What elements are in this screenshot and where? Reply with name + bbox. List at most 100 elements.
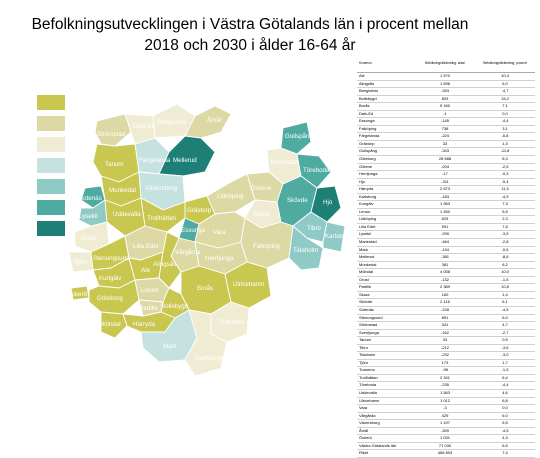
- cell-antal: 891: [441, 314, 449, 320]
- cell-kommun: Västra Götalands län: [359, 442, 397, 448]
- map-label-falkoping: Falköping: [253, 243, 280, 250]
- map-label-munkedal: Munkedal: [109, 187, 136, 194]
- cell-kommun: Göteborg: [359, 156, 376, 162]
- map-label-mellerud: Mellerud: [173, 157, 197, 164]
- table-row: Tidaholm -232 -3,0: [357, 352, 535, 360]
- cell-kommun: Svenljunga: [359, 329, 379, 335]
- cell-procent: 7,3: [502, 201, 508, 207]
- municipality-toreboda[interactable]: [296, 153, 332, 189]
- table-row: Alingsås 1 596 6,0: [357, 81, 535, 89]
- cell-procent: 7,1: [502, 103, 508, 109]
- map-label-mark: Mark: [163, 343, 178, 350]
- map-label-grastorp: Grästorp: [187, 207, 212, 214]
- map-label-lidkoping: Lidköping: [217, 193, 244, 200]
- table-row: Skara 160 1,4: [357, 292, 535, 300]
- map-label-tanum: Tanum: [105, 161, 124, 168]
- map-label-svenljunga: Svenljunga: [195, 355, 226, 362]
- table-row: Mariestad -464 -2,8: [357, 239, 535, 247]
- municipality-map: Strömstad Dals-Ed Bengtsfors Åmål Gullsp…: [67, 103, 352, 377]
- table-row: Tibro -212 -3,6: [357, 345, 535, 353]
- map-label-harryda: Härryda: [133, 321, 156, 328]
- cell-procent: 1,3: [502, 140, 508, 146]
- map-label-essunga: Essunga: [181, 227, 206, 234]
- header-antal: Befolkningsförändring, antal: [425, 61, 465, 65]
- map-label-vara: Vara: [213, 229, 226, 236]
- table-header: Kommun Befolkningsförändring, antal Befo…: [357, 61, 535, 73]
- cell-antal: -343: [440, 148, 449, 154]
- cell-procent: 1,4: [502, 291, 508, 297]
- legend-item: [37, 137, 65, 152]
- cell-antal: -162: [440, 329, 449, 335]
- cell-antal: 591: [441, 223, 449, 229]
- municipality-mellerud[interactable]: [158, 135, 216, 177]
- municipality-tibro[interactable]: [292, 211, 328, 243]
- table-row: Västra Götalands län 71 030 6,5: [357, 443, 535, 451]
- table-row: Åmål -309 -4,5: [357, 428, 535, 436]
- cell-antal: 429: [441, 412, 449, 418]
- map-label-vargarda: Vårgårda: [175, 249, 201, 256]
- cell-procent: 3,1: [502, 125, 508, 131]
- cell-kommun: Tibro: [359, 344, 368, 350]
- map-label-uddevalla: Uddevalla: [113, 211, 141, 218]
- table-row: Karlsborg -183 -4,9: [357, 194, 535, 202]
- cell-procent: -3,6: [501, 344, 509, 350]
- cell-antal: 173: [441, 359, 449, 365]
- cell-kommun: Uddevalla: [359, 389, 377, 395]
- table-row: Essunga -145 -4,4: [357, 118, 535, 126]
- cell-antal: -212: [440, 344, 449, 350]
- cell-kommun: Stenungsund: [359, 314, 383, 320]
- cell-kommun: Strömstad: [359, 322, 378, 328]
- cell-procent: -8,6: [501, 254, 509, 260]
- cell-antal: -381: [440, 254, 449, 260]
- cell-kommun: Tranemo: [359, 367, 375, 373]
- municipality-hjo[interactable]: [310, 185, 342, 223]
- cell-kommun: Lilla Edet: [359, 223, 376, 229]
- header-procent: Befolkningsförändring, procent: [483, 61, 527, 65]
- cell-kommun: Trollhättan: [359, 374, 378, 380]
- cell-kommun: Härryda: [359, 186, 374, 192]
- cell-antal: 341: [441, 322, 449, 328]
- cell-antal: 2 673: [439, 186, 450, 192]
- municipality-svenljunga[interactable]: [184, 309, 228, 377]
- map-label-stenungsund: Stenungsund: [93, 255, 130, 262]
- cell-procent: 5,5: [502, 420, 508, 426]
- cell-procent: -0,6: [501, 246, 509, 252]
- cell-antal: 33: [442, 140, 448, 146]
- cell-procent: -4,5: [501, 306, 509, 312]
- cell-procent: -1,5: [501, 276, 509, 282]
- cell-kommun: Tidaholm: [359, 352, 376, 358]
- map-label-fargelanda: Färgelanda: [139, 157, 171, 164]
- municipality-tidaholm[interactable]: [288, 225, 324, 271]
- municipality-molndal[interactable]: [100, 311, 128, 339]
- cell-kommun: Vara: [359, 405, 368, 411]
- cell-kommun: Essunga: [359, 118, 375, 124]
- municipality-gullspang[interactable]: [280, 121, 312, 155]
- map-label-stromstad: Strömstad: [97, 131, 126, 138]
- legend-item: [37, 158, 65, 173]
- map-label-kungalv: Kungälv: [99, 275, 122, 282]
- cell-procent: 4,3: [502, 435, 508, 441]
- cell-antal: 1 012: [439, 397, 450, 403]
- map-legend: [37, 95, 65, 242]
- cell-antal: -235: [440, 382, 449, 388]
- cell-procent: 6,0: [502, 80, 508, 86]
- cell-procent: 6,5: [502, 442, 508, 448]
- table-row: Lidköping 625 2,3: [357, 216, 535, 224]
- cell-kommun: Hjo: [359, 178, 366, 184]
- table-row: Borås 5 160 7,1: [357, 103, 535, 111]
- cell-procent: -6,8: [501, 133, 509, 139]
- map-label-molndal: Mölndal: [99, 321, 121, 328]
- municipality-stromstad[interactable]: [94, 113, 132, 147]
- table-row: Mellerud -381 -8,6: [357, 254, 535, 262]
- cell-procent: -3,5: [501, 231, 509, 237]
- cell-antal: -183: [440, 193, 449, 199]
- cell-antal: -1: [443, 110, 447, 116]
- cell-kommun: Borås: [359, 103, 370, 109]
- table-row: Orust -132 -1,5: [357, 277, 535, 285]
- cell-antal: 1 031: [439, 435, 450, 441]
- cell-kommun: Mark: [359, 246, 368, 252]
- table-row: Färgelanda -224 -6,8: [357, 133, 535, 141]
- table-row: Dals-Ed -1 0,0: [357, 111, 535, 119]
- municipality-karlsborg[interactable]: [322, 221, 346, 253]
- table-row: Strömstad 341 4,7: [357, 322, 535, 330]
